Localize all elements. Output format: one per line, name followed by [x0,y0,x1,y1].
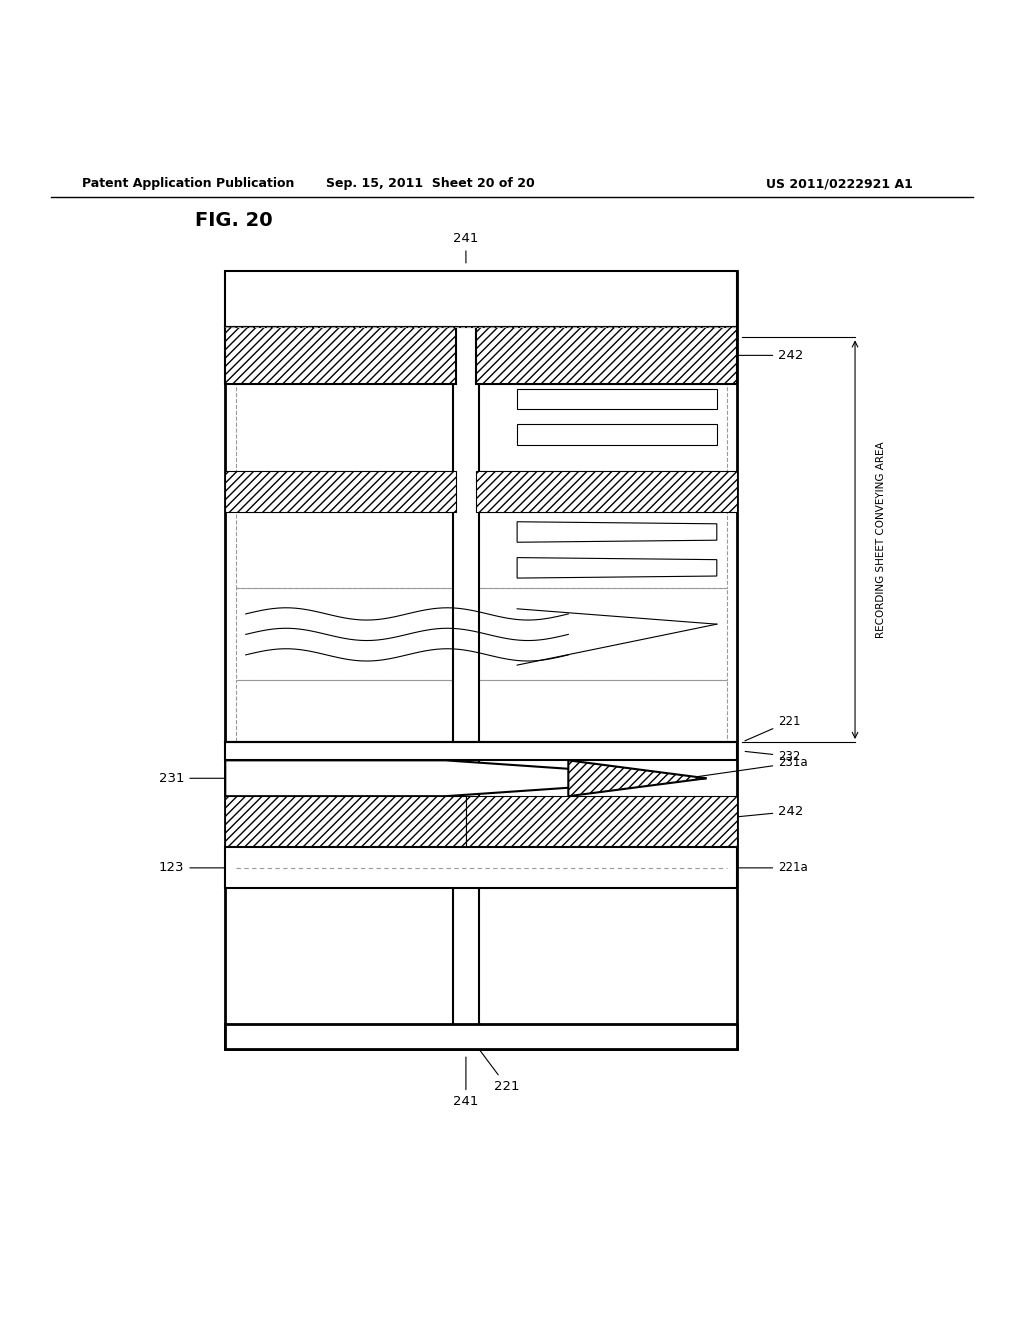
Bar [453,292,479,1028]
Bar [236,589,727,681]
Text: 232: 232 [745,750,801,763]
Text: 241: 241 [454,1057,478,1109]
Bar [466,796,737,847]
Text: US 2011/0222921 A1: US 2011/0222921 A1 [766,177,913,190]
Bar [236,384,727,470]
Text: 123: 123 [159,862,253,874]
Text: 242: 242 [689,805,804,821]
Bar [225,796,466,847]
Text: 241: 241 [454,232,478,263]
Text: 221: 221 [468,1034,519,1093]
Polygon shape [568,760,707,796]
Text: 231a: 231a [689,756,808,777]
Bar [225,1023,737,1049]
Text: Patent Application Publication: Patent Application Publication [82,177,294,190]
Text: 221a: 221a [689,862,808,874]
Text: 231: 231 [159,772,253,785]
Bar [225,847,737,888]
Text: 242: 242 [689,348,804,362]
Bar [236,681,727,742]
Bar [225,742,737,760]
Bar [225,271,737,1049]
Polygon shape [225,760,707,796]
Bar [225,470,456,512]
Bar [225,271,737,327]
Bar [476,470,737,512]
Bar [476,327,737,384]
Text: Sep. 15, 2011  Sheet 20 of 20: Sep. 15, 2011 Sheet 20 of 20 [326,177,535,190]
Text: 221: 221 [744,715,801,741]
Bar [225,327,456,384]
Text: RECORDING SHEET CONVEYING AREA: RECORDING SHEET CONVEYING AREA [876,441,886,638]
Text: FIG. 20: FIG. 20 [195,211,272,230]
Bar [236,512,727,589]
